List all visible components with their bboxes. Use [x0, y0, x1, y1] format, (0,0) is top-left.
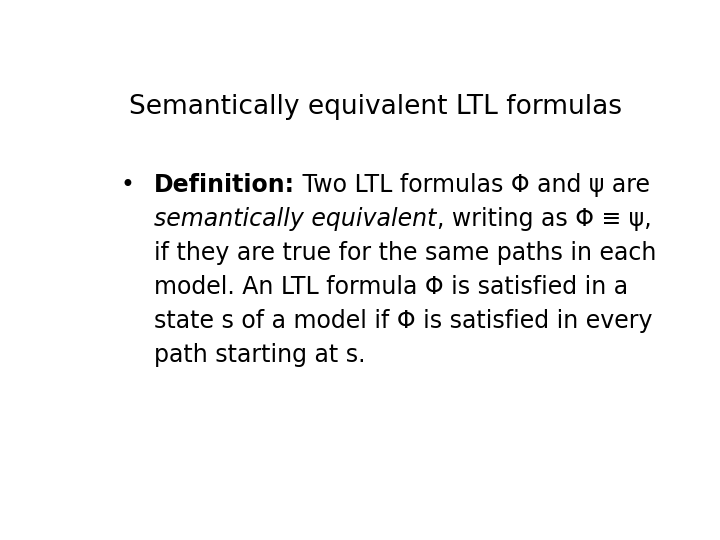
Text: •: • — [121, 173, 135, 197]
Text: path starting at s.: path starting at s. — [154, 343, 366, 367]
Text: Definition:: Definition: — [154, 173, 295, 197]
Text: if they are true for the same paths in each: if they are true for the same paths in e… — [154, 241, 657, 265]
Text: model. An LTL formula Φ is satisfied in a: model. An LTL formula Φ is satisfied in … — [154, 275, 629, 299]
Text: semantically equivalent: semantically equivalent — [154, 207, 436, 231]
Text: state s of a model if Φ is satisfied in every: state s of a model if Φ is satisfied in … — [154, 309, 652, 333]
Text: , writing as Φ ≡ ψ,: , writing as Φ ≡ ψ, — [436, 207, 651, 231]
Text: Two LTL formulas Φ and ψ are: Two LTL formulas Φ and ψ are — [295, 173, 650, 197]
Text: Semantically equivalent LTL formulas: Semantically equivalent LTL formulas — [129, 94, 622, 120]
